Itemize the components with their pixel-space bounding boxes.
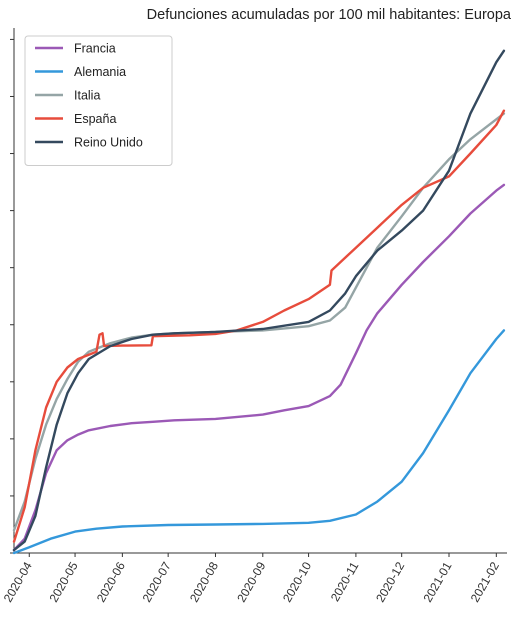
legend-label: Reino Unido bbox=[74, 136, 143, 150]
series-line-5 bbox=[12, 49, 506, 552]
x-tick-label: 2020-05 bbox=[47, 559, 81, 604]
x-tick-label: 2020-07 bbox=[140, 559, 174, 604]
legend-frame bbox=[24, 35, 173, 166]
series-line-4 bbox=[12, 109, 506, 543]
x-tick-label: 2020-11 bbox=[328, 559, 362, 604]
chart-title: Defunciones acumuladas por 100 mil habit… bbox=[147, 7, 512, 23]
legend-label: Alemania bbox=[74, 65, 126, 79]
series-layer bbox=[12, 49, 506, 555]
y-axis-ticks bbox=[10, 38, 14, 554]
x-tick-label: 2021-02 bbox=[468, 559, 502, 604]
x-axis-ticks: 2020-04 2020-05 2020-06 2020-07 2020-08 2020-… bbox=[1, 553, 502, 605]
x-tick-label: 2020-10 bbox=[280, 559, 314, 604]
legend-label: España bbox=[74, 112, 116, 126]
x-tick-label: 2020-04 bbox=[1, 559, 35, 604]
series-line-1 bbox=[12, 183, 506, 552]
legend-label: Italia bbox=[74, 89, 100, 103]
x-tick-label: 2020-09 bbox=[234, 559, 268, 604]
series-line-2 bbox=[12, 329, 506, 555]
legend-label: Francia bbox=[74, 42, 116, 56]
x-tick-label: 2020-12 bbox=[373, 559, 407, 604]
x-tick-label: 2020-06 bbox=[94, 559, 128, 604]
x-tick-label: 2021-01 bbox=[420, 559, 454, 604]
x-tick-label: 2020-08 bbox=[187, 559, 221, 604]
legend: Francia Alemania Italia España Reino Unido bbox=[24, 35, 173, 166]
